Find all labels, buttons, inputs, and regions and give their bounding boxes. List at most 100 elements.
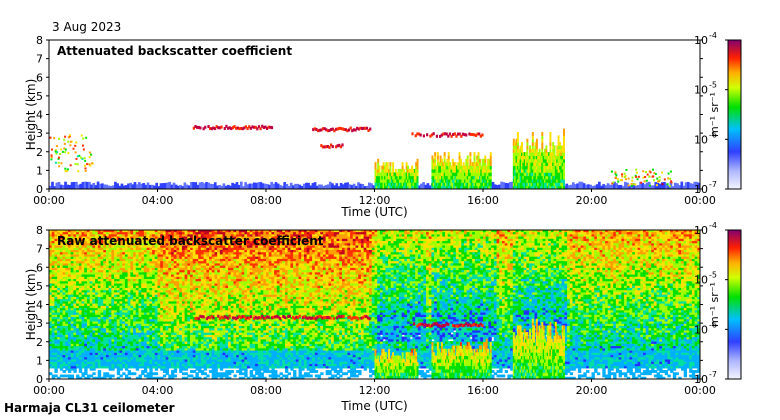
precip-cell [481,182,484,187]
precip-cell [526,182,529,187]
noise-cell [171,370,175,373]
precip-cell [389,168,392,173]
aerosol-cell [64,181,67,189]
noise-cell [114,314,118,318]
precip-cell [518,178,521,183]
noise-cell [103,256,107,259]
noise-cell [97,309,102,313]
noise-cell [114,267,118,271]
noise-cell [143,325,148,329]
noise-cell [54,256,58,259]
precip-cell [548,152,551,157]
precip-cell [539,162,542,167]
noise-cell [162,345,167,349]
noise-cell [103,294,107,297]
noise-cell [173,316,178,320]
precip-cell [518,172,521,177]
noise-cell [143,316,148,320]
noise-cell [103,309,107,313]
noise-cell [149,271,153,275]
aerosol-cell [127,183,130,189]
noise-cell [84,316,88,320]
noise-cell [141,316,145,320]
fragment-mark [648,175,651,178]
precip-cell [484,168,487,173]
noise-cell [184,349,188,353]
precip-cell [554,182,557,187]
noise-cell [92,365,96,369]
noise-cell [171,262,175,266]
noise-cell [114,318,118,322]
precip-cell [443,175,446,180]
cloud-mark [220,125,223,129]
noise-cell [84,354,88,358]
noise-cell [127,289,131,293]
noise-cell [179,287,183,291]
precip-cell [464,178,466,183]
noise-cell [54,336,58,340]
noise-cell [168,336,172,340]
precip-cell [469,175,472,180]
noise-cell [160,334,164,338]
precip-cell [563,145,565,150]
aerosol-cell [250,183,254,189]
precip-cell [388,172,391,177]
noise-cell [173,242,178,246]
noise-cell [108,365,112,369]
noise-cell [103,363,107,367]
precip-cell [469,158,472,163]
noise-cell [171,303,175,306]
noise-cell [130,305,134,309]
noise-cell [78,231,83,235]
noise-cell [100,307,104,311]
noise-cell [165,282,169,286]
noise-cell [86,316,91,320]
precip-cell [445,162,447,167]
noise-cell [171,338,175,342]
noise-cell [51,323,56,326]
noise-cell [76,262,80,266]
noise-cell [54,323,58,326]
noise-cell [103,365,107,369]
fragment-mark [645,179,648,182]
noise-cell [135,265,140,268]
noise-cell [149,336,153,340]
noise-cell [133,231,137,235]
noise-cell [67,309,72,313]
noise-cell [181,343,186,347]
precip-cell [548,162,551,167]
noise-cell [179,365,183,369]
aerosol-cell [194,182,198,189]
noise-cell [116,325,121,329]
precip-cell [515,158,518,163]
aerosol-cell [268,184,271,189]
precip-cell [459,172,462,177]
aerosol-cell [591,185,595,189]
noise-cell [116,343,121,347]
noise-cell [160,325,164,329]
noise-cell [146,244,150,248]
noise-cell [152,258,156,262]
aerosol-cell [59,184,63,189]
noise-cell [97,296,102,300]
noise-cell [149,256,153,259]
precip-cell [374,165,377,170]
aerosol-cell [220,185,224,189]
noise-cell [152,231,156,235]
noise-cell [111,262,115,266]
noise-cell [81,289,85,293]
noise-cell [133,329,137,333]
noise-cell [146,287,150,291]
noise-cell [103,244,107,248]
noise-cell [154,230,159,233]
aerosol-cell [244,182,247,189]
noise-cell [51,273,56,277]
precip-cell [455,182,458,187]
noise-cell [100,298,104,302]
aerosol-cell [417,185,421,189]
precip-cell [531,182,534,187]
noise-cell [171,287,175,291]
noise-cell [89,358,93,362]
noise-cell [78,354,83,358]
noise-cell [67,251,72,255]
